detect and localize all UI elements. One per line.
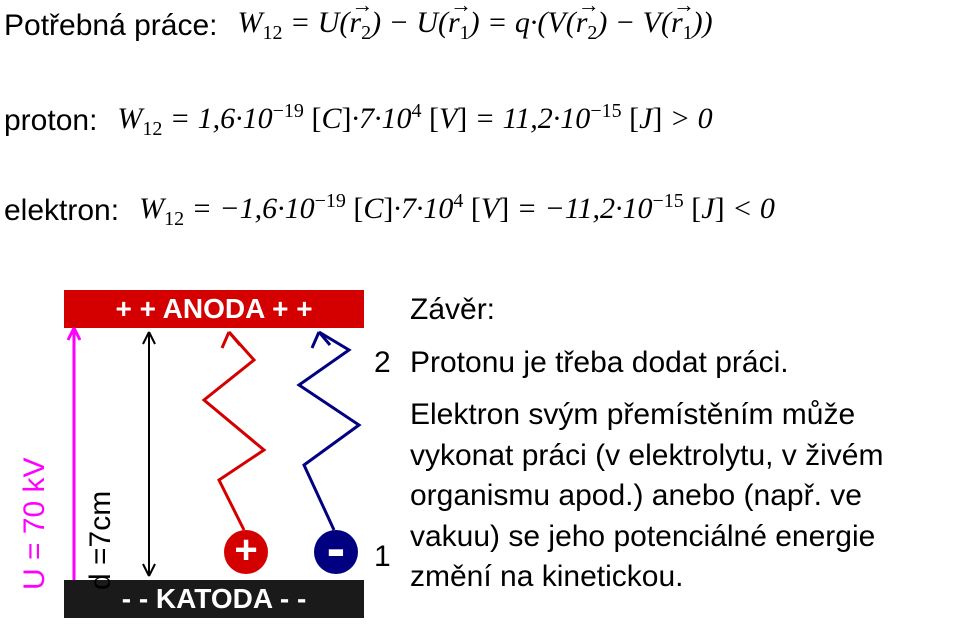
conclusion-electron: Elektron svým přemístěním může vykonat p…: [410, 395, 950, 598]
voltage-label: U = 70 kV: [18, 457, 52, 590]
conclusion-title: Závěr:: [410, 290, 950, 331]
conclusion-proton: Protonu je třeba dodat práci.: [410, 343, 950, 384]
voltage-arrow-icon: [4, 290, 404, 620]
line-proton: proton: W12 = 1,6·10−19 [C]·7·104 [V] = …: [0, 100, 960, 141]
math-work: W12 = U(r→2) − U(r→1) = q·(V(r→2) − V(r→…: [237, 6, 712, 45]
conclusion-block: Závěr: Protonu je třeba dodat práci. Ele…: [410, 290, 950, 610]
capacitor-diagram: + + ANODA + + - - KATODA - - 2 1 + - U =…: [4, 290, 404, 630]
math-proton: W12 = 1,6·10−19 [C]·7·104 [V] = 11,2·10−…: [117, 100, 712, 141]
line-work-definition: Potřebná práce: W12 = U(r→2) − U(r→1) = …: [0, 6, 960, 45]
math-electron: W12 = −1,6·10−19 [C]·7·104 [V] = −11,2·1…: [139, 190, 775, 231]
line-electron: elektron: W12 = −1,6·10−19 [C]·7·104 [V]…: [0, 190, 960, 231]
label-work: Potřebná práce:: [0, 9, 217, 43]
distance-label: d =7cm: [84, 491, 118, 590]
label-proton: proton:: [0, 104, 97, 138]
label-electron: elektron:: [0, 194, 119, 228]
